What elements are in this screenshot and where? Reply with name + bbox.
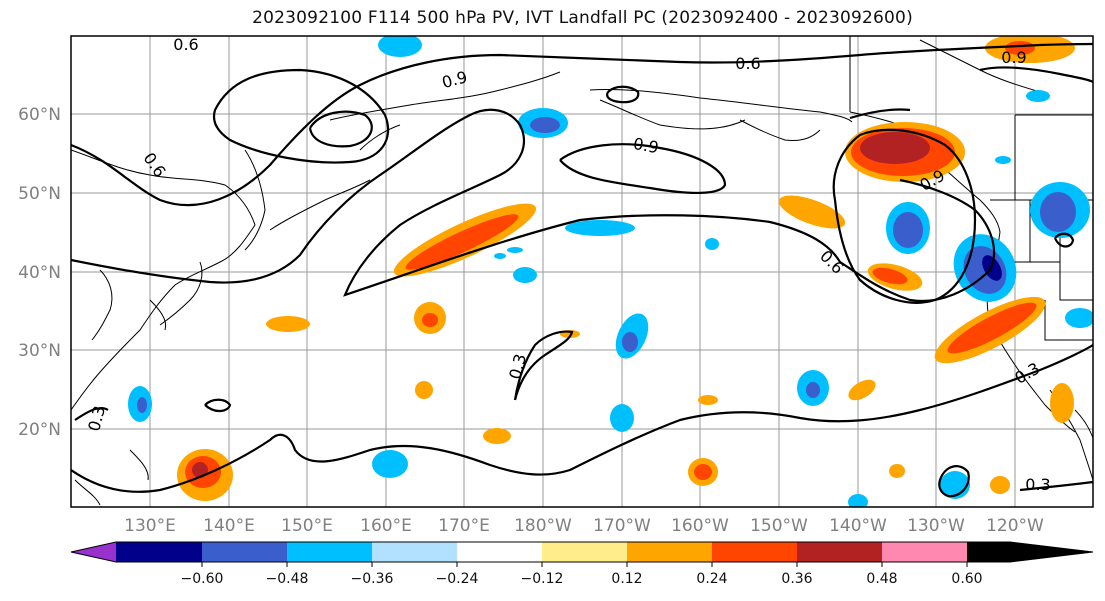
latitude-labels: 60°N 50°N 40°N 30°N 20°N	[18, 105, 61, 440]
lon-label: 160°E	[360, 516, 412, 536]
lat-label: 20°N	[18, 420, 61, 440]
colorbar-tick-label: −0.24	[436, 571, 479, 587]
lon-label: 130°W	[907, 516, 965, 536]
lon-label: 180°W	[514, 516, 572, 536]
colorbar-tick-label: −0.60	[181, 571, 224, 587]
lon-label: 120°W	[986, 516, 1044, 536]
lon-label: 130°E	[124, 516, 176, 536]
lat-label: 30°N	[18, 341, 61, 361]
colorbar-tick-label: 0.24	[696, 571, 727, 587]
contour-label: 0.9	[1001, 48, 1026, 67]
colorbar-tick-label: −0.12	[521, 571, 564, 587]
colorbar-segment	[712, 542, 797, 562]
colorbar-segment	[116, 542, 202, 562]
lon-label: 170°W	[593, 516, 651, 536]
colorbar-segment	[882, 542, 967, 562]
colorbar-tick-label: −0.48	[266, 571, 309, 587]
contour-label: 0.3	[1025, 475, 1050, 494]
lon-label: 140°W	[829, 516, 887, 536]
colorbar-tick-label: 0.60	[951, 571, 982, 587]
longitude-labels: 130°E 140°E 150°E 160°E 170°E 180°W 170°…	[124, 516, 1044, 536]
colorbar-segment	[372, 542, 457, 562]
colorbar: −0.60 −0.48 −0.36 −0.24 −0.12 0.12 0.24 …	[70, 541, 1094, 587]
pv-shading	[128, 36, 1093, 507]
colorbar-arrow-left	[71, 542, 116, 562]
colorbar-outline	[70, 541, 1094, 563]
colorbar-segment	[287, 542, 372, 562]
lon-label: 170°E	[438, 516, 490, 536]
colorbar-segment	[542, 542, 627, 562]
colorbar-tick-label: 0.48	[866, 571, 897, 587]
lat-label: 40°N	[18, 263, 61, 283]
colorbar-segment	[202, 542, 287, 562]
colorbar-tick-label: 0.36	[781, 571, 812, 587]
lat-label: 50°N	[18, 184, 61, 204]
colorbar-segment	[457, 542, 542, 562]
contour-label: 0.9	[632, 134, 660, 157]
colorbar-segment	[797, 542, 882, 562]
colorbar-tick-label: 0.12	[611, 571, 642, 587]
lon-label: 140°E	[203, 516, 255, 536]
lat-label: 60°N	[18, 105, 61, 125]
contour-label: 0.6	[173, 35, 198, 54]
colorbar-arrow-right	[967, 542, 1093, 562]
contour-label: 0.6	[735, 54, 760, 73]
gridlines	[71, 36, 1093, 507]
colorbar-tick-label: −0.36	[351, 571, 394, 587]
colorbar-segment	[627, 542, 712, 562]
map-title: 2023092100 F114 500 hPa PV, IVT Landfall…	[252, 8, 913, 28]
lon-label: 160°W	[671, 516, 729, 536]
lon-label: 150°W	[750, 516, 808, 536]
contour-lines	[71, 42, 1093, 498]
lon-label: 150°E	[281, 516, 333, 536]
map-border	[70, 35, 1094, 508]
